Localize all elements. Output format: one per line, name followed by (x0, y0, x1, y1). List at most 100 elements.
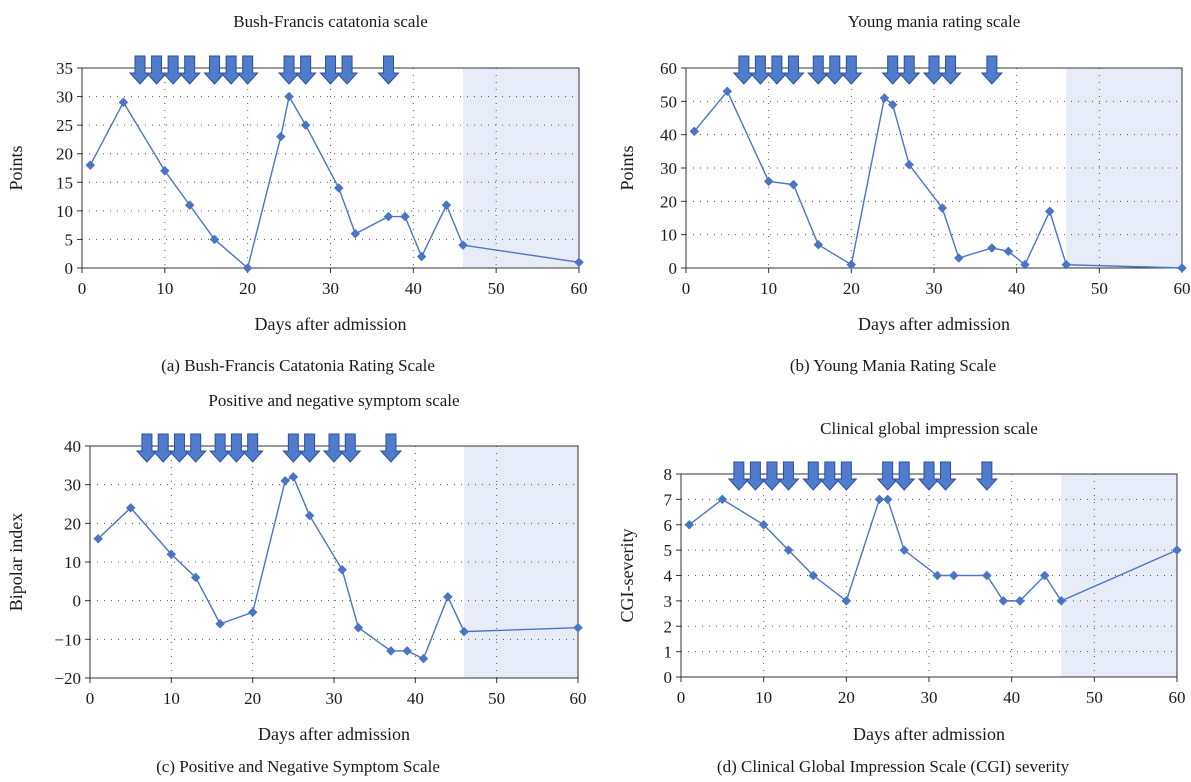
data-point (982, 570, 992, 581)
data-point (159, 166, 170, 176)
x-tick-label: 50 (488, 689, 505, 708)
data-point (242, 263, 253, 273)
y-tick-label: 5 (65, 230, 74, 249)
y-axis-label: Points (617, 145, 637, 190)
y-tick-label: 0 (65, 259, 74, 278)
y-tick-label: 7 (664, 490, 673, 509)
shaded-region (464, 446, 578, 678)
treatment-arrow (161, 55, 185, 85)
treatment-arrow (184, 433, 207, 463)
data-point (459, 626, 469, 637)
data-point (353, 622, 364, 633)
treatment-arrow (727, 461, 750, 491)
treatment-arrow (939, 55, 962, 85)
y-tick-label: 30 (56, 88, 73, 107)
treatment-arrow (782, 55, 805, 85)
y-tick-label: 20 (64, 514, 81, 533)
treatment-arrow (975, 461, 998, 491)
data-point (574, 257, 584, 268)
data-point (783, 545, 794, 555)
data-point (300, 120, 311, 130)
treatment-arrow (298, 433, 321, 463)
treatment-arrow (765, 55, 789, 85)
data-point (284, 91, 294, 102)
y-tick-label: 2 (664, 617, 673, 636)
x-tick-label: 60 (1169, 688, 1186, 707)
data-point (443, 591, 453, 602)
treatment-arrow (219, 55, 243, 85)
y-tick-label: −20 (54, 669, 81, 688)
chart-title: Clinical global impression scale (820, 419, 1038, 438)
treatment-arrow (335, 55, 359, 85)
x-tick-label: 10 (163, 689, 180, 708)
data-point (93, 533, 103, 544)
x-tick-label: 40 (1008, 279, 1025, 298)
data-point (386, 646, 396, 656)
data-point (1015, 596, 1025, 606)
y-tick-label: 10 (56, 202, 73, 221)
y-tick-label: 25 (56, 116, 73, 135)
y-tick-label: 30 (64, 476, 81, 495)
data-point (987, 243, 997, 253)
y-tick-label: 30 (660, 159, 677, 178)
data-point (717, 494, 728, 505)
treatment-arrow (876, 461, 899, 491)
x-tick-label: 20 (843, 279, 860, 298)
y-tick-label: 1 (664, 643, 673, 662)
treatment-arrow (152, 433, 175, 463)
x-tick-label: 20 (838, 688, 855, 707)
caption-a: (a) Bush-Francis Catatonia Rating Scale (161, 356, 435, 375)
data-point (333, 183, 344, 193)
chart-title: Young mania rating scale (848, 12, 1021, 31)
data-point (808, 570, 819, 581)
data-point (166, 549, 177, 560)
y-tick-label: 50 (660, 92, 677, 111)
y-tick-label: 10 (64, 553, 81, 572)
y-axis-label: Bipolar index (6, 513, 26, 611)
data-point (758, 519, 769, 530)
x-tick-label: 0 (677, 688, 686, 707)
data-point (684, 519, 695, 530)
data-point (1020, 259, 1030, 270)
data-point (383, 211, 394, 222)
treatment-arrow (744, 461, 767, 491)
data-point (813, 239, 824, 250)
data-point (350, 228, 361, 239)
x-tick-label: 40 (407, 689, 424, 708)
data-point (416, 251, 427, 262)
y-tick-label: 8 (664, 465, 673, 484)
chart-title: Bush-Francis catatonia scale (233, 12, 428, 31)
data-point (215, 619, 225, 629)
treatment-arrow (135, 433, 159, 463)
treatment-arrow (339, 433, 362, 463)
data-point (125, 503, 136, 513)
treatment-arrow (898, 55, 921, 85)
treatment-arrow (178, 55, 201, 85)
treatment-arrow (823, 55, 846, 85)
treatment-arrow (128, 55, 152, 85)
y-tick-label: 35 (56, 59, 73, 78)
treatment-arrow (980, 55, 1003, 85)
treatment-arrow (893, 461, 916, 491)
x-tick-label: 50 (488, 279, 505, 298)
data-point (953, 253, 964, 263)
treatment-arrow (807, 55, 830, 85)
y-tick-label: 4 (664, 567, 673, 586)
data-point (118, 97, 129, 108)
y-tick-label: 0 (73, 592, 82, 611)
data-point (904, 159, 915, 170)
x-tick-label: 0 (86, 689, 95, 708)
treatment-arrow (277, 55, 301, 85)
treatment-arrow (145, 55, 168, 85)
treatment-arrow (917, 461, 941, 491)
y-tick-label: −10 (54, 630, 81, 649)
chart-panel-a: 0 5 10 15 20 25 30 35 0 10 20 30 40 50 60 Bush-Francis … (6, 12, 588, 334)
y-tick-label: 60 (660, 59, 677, 78)
x-tick-label: 30 (921, 688, 938, 707)
chart-title: Positive and negative symptom scale (208, 391, 459, 410)
x-tick-label: 10 (755, 688, 772, 707)
data-point (1056, 596, 1067, 606)
data-point (846, 259, 857, 270)
data-point (841, 596, 852, 606)
treatment-arrow (209, 433, 232, 463)
